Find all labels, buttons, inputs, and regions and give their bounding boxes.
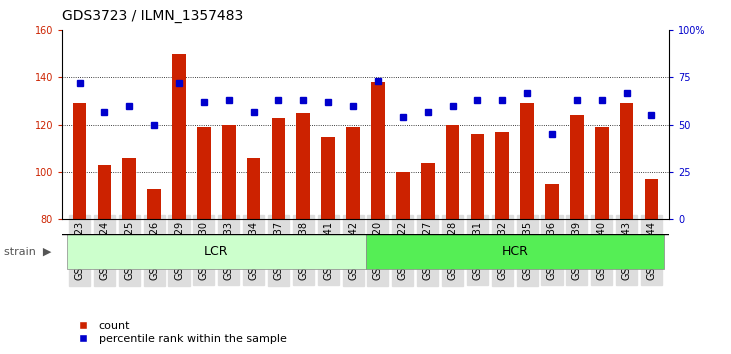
Bar (421, 162, 434, 219)
Bar (197, 127, 211, 219)
Bar (645, 179, 659, 219)
Bar (272, 118, 285, 219)
Bar (67, 234, 366, 269)
Text: GDS3723 / ILMN_1357483: GDS3723 / ILMN_1357483 (62, 9, 243, 23)
Text: strain  ▶: strain ▶ (4, 246, 51, 256)
Bar (148, 189, 161, 219)
Bar (366, 234, 664, 269)
Bar (496, 132, 509, 219)
Bar (396, 172, 409, 219)
Bar (595, 127, 609, 219)
Bar (446, 125, 459, 219)
Text: HCR: HCR (501, 245, 528, 258)
Bar (520, 103, 534, 219)
Bar (122, 158, 136, 219)
Text: LCR: LCR (204, 245, 229, 258)
Bar (471, 134, 484, 219)
Bar (620, 103, 634, 219)
Bar (371, 82, 385, 219)
Bar (297, 113, 310, 219)
Bar (346, 127, 360, 219)
Bar (97, 165, 111, 219)
Legend: count, percentile rank within the sample: count, percentile rank within the sample (68, 316, 291, 348)
Bar (72, 103, 86, 219)
Bar (247, 158, 260, 219)
Bar (322, 137, 335, 219)
Bar (173, 54, 186, 219)
Bar (222, 125, 235, 219)
Bar (570, 115, 583, 219)
Bar (545, 184, 558, 219)
